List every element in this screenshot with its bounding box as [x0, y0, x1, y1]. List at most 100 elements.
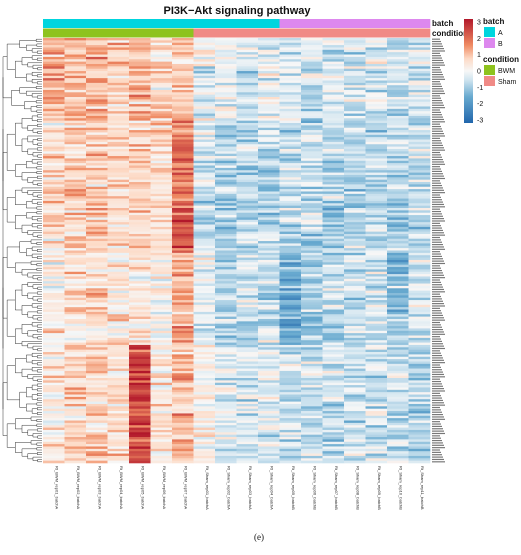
heatmap-cell — [344, 399, 366, 402]
heatmap-cell — [129, 87, 151, 91]
row-label-mark — [432, 274, 444, 276]
row-label-mark — [432, 409, 441, 411]
heatmap-cell — [408, 40, 431, 44]
heatmap-cell — [43, 132, 65, 136]
heatmap-cell — [129, 259, 151, 263]
heatmap-cell — [107, 198, 130, 202]
heatmap-cell — [387, 425, 409, 428]
heatmap-cell — [236, 177, 259, 180]
heatmap-cell — [301, 285, 323, 289]
heatmap-cell — [301, 146, 323, 150]
heatmap-cell — [150, 252, 173, 256]
heatmap-cell — [301, 333, 323, 336]
condition-annotation-cell — [193, 28, 216, 38]
heatmap-cell — [129, 54, 151, 58]
heatmap-cell — [215, 255, 237, 258]
heatmap-cell — [172, 236, 194, 239]
heatmap-cell — [258, 344, 280, 348]
heatmap-cell — [258, 413, 280, 417]
heatmap-cell — [322, 47, 345, 51]
heatmap-cell — [236, 460, 259, 464]
heatmap-cell — [107, 420, 130, 424]
heatmap-cell — [236, 444, 259, 447]
heatmap-cell — [301, 130, 323, 133]
heatmap-cell — [86, 248, 108, 251]
heatmap-cell — [86, 276, 108, 280]
heatmap-cell — [258, 123, 280, 126]
row-label-mark — [432, 95, 440, 97]
heatmap-cell — [193, 38, 216, 41]
heatmap-cell — [322, 300, 345, 303]
heatmap-cell — [301, 210, 323, 214]
heatmap-cell — [301, 347, 323, 350]
heatmap-cell — [236, 115, 259, 119]
heatmap-cell — [107, 378, 130, 381]
heatmap-cell — [150, 411, 173, 414]
heatmap-cell — [236, 104, 259, 107]
heatmap-cell — [150, 38, 173, 41]
heatmap-cell — [258, 94, 280, 98]
heatmap-cell — [344, 115, 366, 119]
heatmap-cell — [387, 167, 409, 171]
heatmap-cell — [215, 196, 237, 199]
heatmap-cell — [344, 344, 366, 348]
heatmap-cell — [107, 184, 130, 188]
color-scale-tick: -1 — [477, 85, 483, 92]
heatmap-cell — [64, 349, 87, 353]
heatmap-cell — [150, 356, 173, 360]
heatmap-cell — [86, 66, 108, 69]
heatmap-cell — [43, 257, 65, 261]
heatmap-cell — [322, 375, 345, 379]
heatmap-cell — [387, 177, 409, 180]
heatmap-cell — [64, 139, 87, 143]
heatmap-cell — [129, 167, 151, 171]
heatmap-cell — [344, 233, 366, 237]
heatmap-cell — [172, 257, 194, 261]
heatmap-cell — [279, 297, 302, 301]
heatmap-cell — [279, 99, 302, 103]
heatmap-cell — [43, 255, 65, 258]
heatmap-cell — [387, 61, 409, 65]
heatmap-cell — [43, 78, 65, 81]
heatmap-cell — [408, 134, 431, 138]
heatmap-cell — [258, 243, 280, 247]
heatmap-cell — [107, 337, 130, 341]
heatmap-cell — [258, 437, 280, 440]
heatmap-cell — [301, 80, 323, 84]
heatmap-cell — [322, 406, 345, 409]
heatmap-cell — [322, 210, 345, 214]
heatmap-cell — [322, 347, 345, 350]
heatmap-cell — [408, 101, 431, 105]
heatmap-cell — [322, 141, 345, 145]
heatmap-cell — [408, 200, 431, 204]
heatmap-cell — [322, 352, 345, 355]
heatmap-cell — [64, 290, 87, 294]
heatmap-cell — [408, 165, 431, 169]
heatmap-cell — [344, 40, 366, 44]
heatmap-cell — [344, 215, 366, 218]
heatmap-cell — [86, 257, 108, 261]
heatmap-cell — [107, 219, 130, 223]
heatmap-cell — [258, 335, 280, 339]
row-label-mark — [432, 444, 444, 446]
heatmap-cell — [43, 87, 65, 91]
heatmap-cell — [258, 276, 280, 280]
heatmap-cell — [301, 73, 323, 77]
heatmap-cell — [150, 274, 173, 277]
heatmap-cell — [322, 453, 345, 457]
heatmap-cell — [258, 177, 280, 180]
heatmap-cell — [322, 401, 345, 405]
heatmap-cell — [64, 335, 87, 339]
heatmap-cell — [301, 179, 323, 183]
batch-annotation-cell — [193, 19, 216, 28]
heatmap-cell — [387, 38, 409, 41]
heatmap-cell — [236, 125, 259, 129]
heatmap-cell — [215, 236, 237, 239]
heatmap-cell — [129, 45, 151, 48]
row-label-mark — [432, 140, 441, 142]
heatmap-cell — [408, 264, 431, 268]
heatmap-cell — [236, 290, 259, 294]
heatmap-cell — [258, 274, 280, 277]
heatmap-cell — [387, 420, 409, 424]
